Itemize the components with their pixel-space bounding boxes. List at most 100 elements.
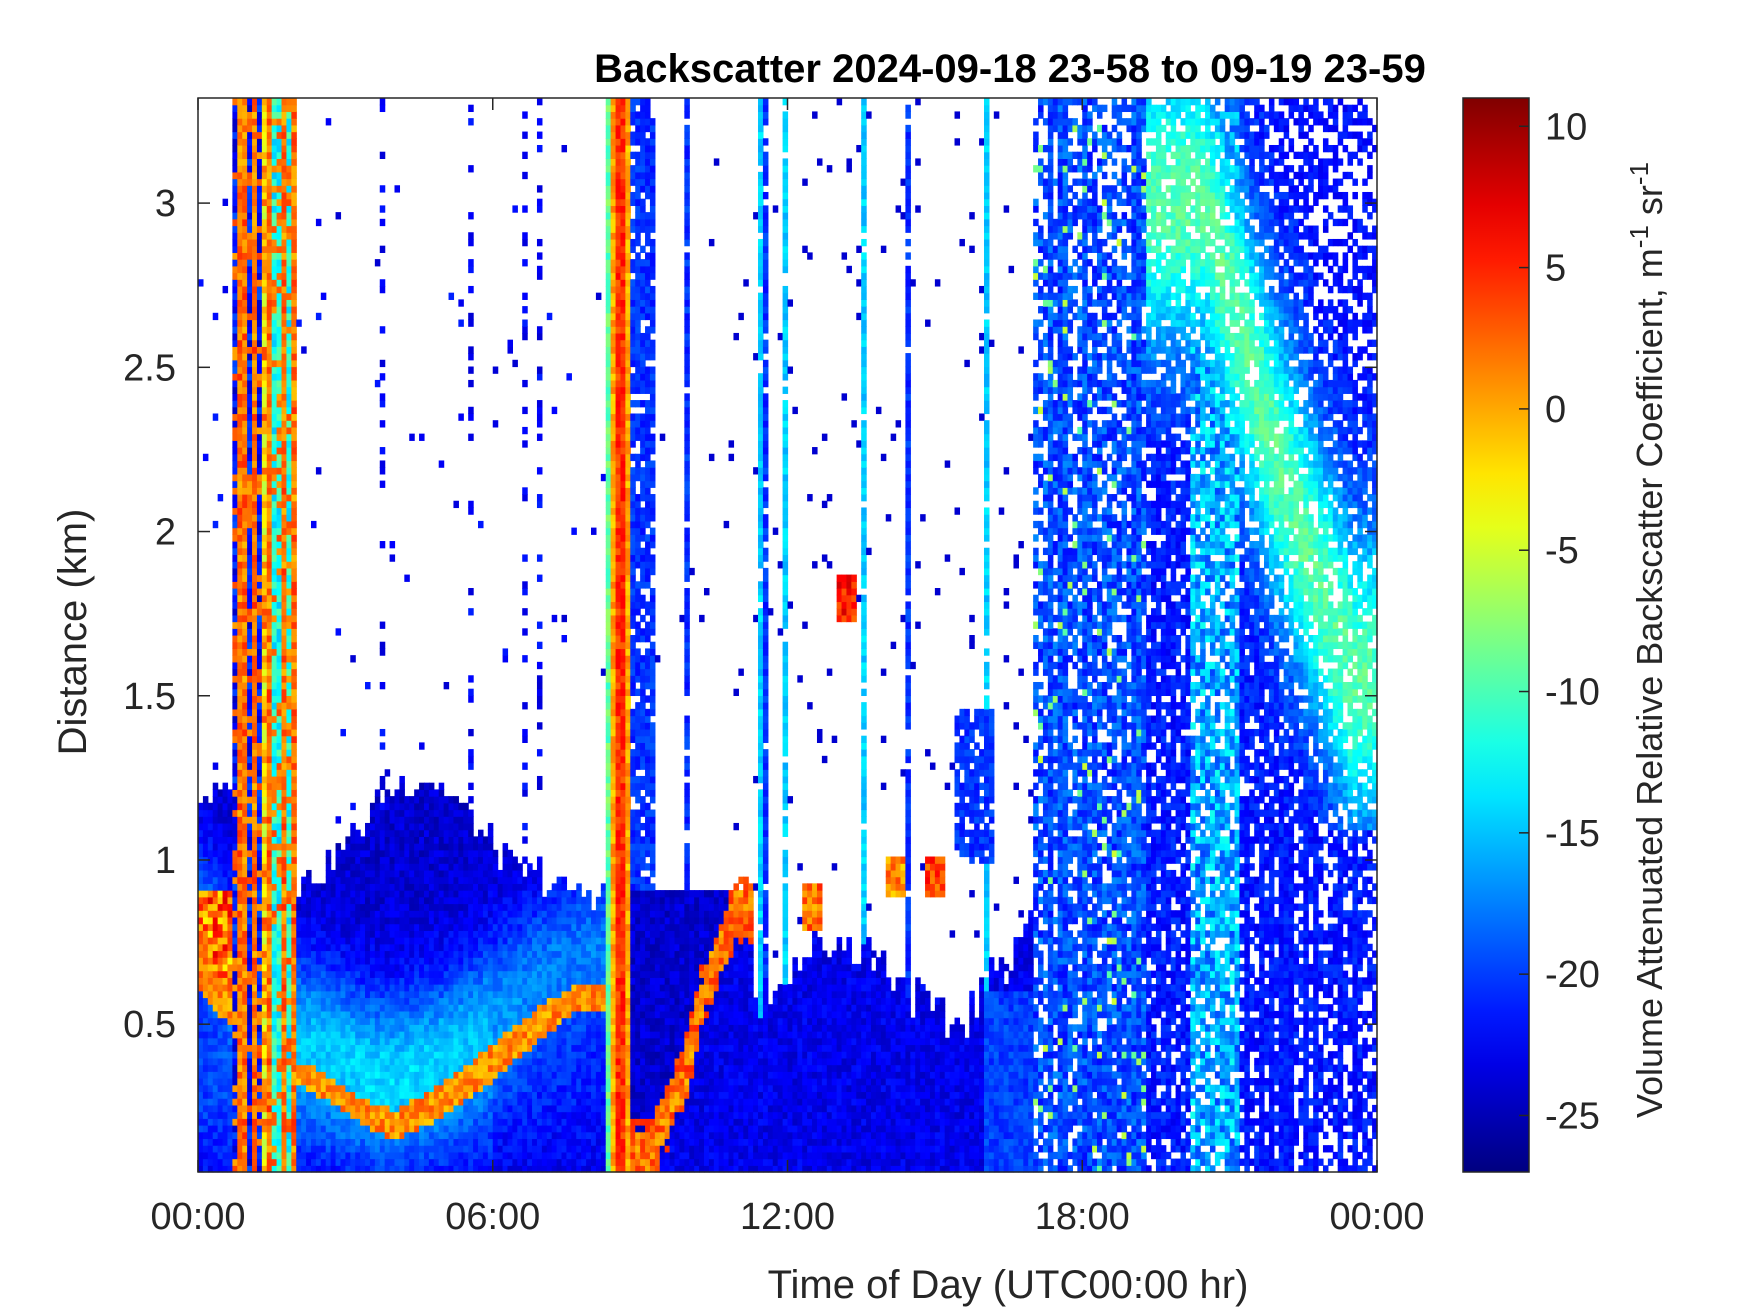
heatmap-cell [247, 104, 253, 113]
heatmap-cell [256, 1084, 263, 1093]
heatmap-cell [261, 1165, 268, 1173]
heatmap-cell [404, 943, 410, 952]
heatmap-cell [242, 1098, 248, 1106]
heatmap-cell [261, 413, 268, 421]
heatmap-cell [399, 789, 405, 797]
heatmap-cell [207, 1017, 214, 1025]
heatmap-cell [242, 138, 248, 146]
heatmap-cell [443, 1078, 450, 1086]
heatmap-cell [315, 910, 322, 918]
heatmap-cell [428, 997, 435, 1005]
heatmap-cell [286, 312, 292, 321]
heatmap-cell [414, 849, 420, 858]
heatmap-cell [330, 1051, 337, 1059]
heatmap-cell [345, 1138, 351, 1146]
heatmap-cell [296, 1138, 302, 1146]
heatmap-cell [222, 1131, 229, 1140]
heatmap-cell [202, 1057, 209, 1066]
heatmap-cell [237, 809, 243, 817]
heatmap-cell [453, 856, 459, 864]
heatmap-cell [374, 1084, 381, 1093]
heatmap-cell [266, 588, 273, 596]
heatmap-cell [207, 876, 214, 884]
heatmap-cell [286, 1024, 292, 1032]
heatmap-cell [355, 943, 361, 952]
heatmap-cell [271, 245, 278, 253]
heatmap-cell [276, 681, 283, 690]
heatmap-cell [271, 728, 278, 737]
heatmap-cell [237, 292, 243, 300]
heatmap-cell [281, 118, 288, 126]
heatmap-cell [271, 494, 278, 502]
heatmap-cell [271, 554, 278, 562]
heatmap-cell [507, 930, 513, 938]
heatmap-cell [256, 789, 263, 797]
heatmap-cell [242, 1104, 248, 1113]
heatmap-cell [360, 836, 366, 844]
heatmap-cell [296, 1131, 302, 1140]
heatmap-cell [198, 984, 204, 992]
heatmap-cell [448, 1017, 455, 1025]
heatmap-cell [458, 910, 464, 918]
chart-title: Backscatter 2024-09-18 23-58 to 09-19 23… [594, 47, 1426, 91]
heatmap-cell [433, 1044, 440, 1052]
heatmap-cell [261, 467, 268, 475]
heatmap-cell [291, 1064, 297, 1072]
heatmap-cell [448, 1158, 455, 1166]
heatmap-cell [438, 1057, 445, 1066]
heatmap-cell [291, 285, 297, 294]
heatmap-cell [517, 970, 523, 978]
heatmap-cell [301, 963, 307, 972]
heatmap-cell [222, 836, 229, 844]
heatmap-cell [281, 279, 288, 287]
heatmap-cell [242, 353, 248, 361]
heatmap-cell [384, 1010, 391, 1019]
heatmap-cell [428, 876, 435, 884]
heatmap-cell [310, 977, 317, 985]
heatmap-cell [286, 191, 292, 200]
heatmap-cell [374, 1098, 381, 1106]
heatmap-cell [468, 1064, 474, 1072]
heatmap-cell [281, 1165, 288, 1173]
heatmap-cell [320, 1010, 327, 1019]
heatmap-cell [237, 822, 243, 831]
heatmap-cell [448, 1151, 455, 1160]
heatmap-cell [286, 185, 292, 193]
heatmap-cell [242, 1131, 248, 1140]
heatmap-cell [271, 205, 278, 213]
heatmap-cell [340, 1037, 346, 1046]
heatmap-cell [291, 1125, 297, 1133]
heatmap-cell [252, 252, 258, 260]
heatmap-cell [256, 292, 263, 300]
heatmap-cell [271, 500, 278, 509]
heatmap-cell [374, 1031, 381, 1039]
heatmap-cell [291, 1131, 297, 1140]
heatmap-cell [478, 1111, 484, 1119]
heatmap-cell [350, 1064, 356, 1072]
heatmap-cell [320, 883, 327, 891]
heatmap-cell [217, 1104, 224, 1113]
heatmap-cell [306, 943, 312, 952]
heatmap-cell [468, 943, 474, 952]
heatmap-cell [438, 984, 445, 992]
heatmap-cell [276, 789, 283, 797]
heatmap-cell [291, 467, 297, 475]
heatmap-cell [394, 1091, 401, 1099]
heatmap-cell [291, 198, 297, 206]
heatmap-cell [247, 635, 253, 643]
heatmap-cell [522, 1111, 528, 1119]
heatmap-cell [212, 903, 219, 911]
heatmap-cell [247, 735, 253, 743]
heatmap-cell [252, 433, 258, 441]
heatmap-cell [497, 903, 504, 911]
heatmap-cell [261, 1057, 268, 1066]
heatmap-cell [423, 1044, 430, 1052]
heatmap-cell [335, 1064, 342, 1072]
heatmap-cell [198, 896, 204, 905]
heatmap-cell [487, 916, 494, 925]
heatmap-cell [222, 1084, 229, 1093]
heatmap-cell [374, 1138, 381, 1146]
heatmap-cell [252, 279, 258, 287]
heatmap-cell [443, 809, 450, 817]
heatmap-cell [281, 453, 288, 462]
